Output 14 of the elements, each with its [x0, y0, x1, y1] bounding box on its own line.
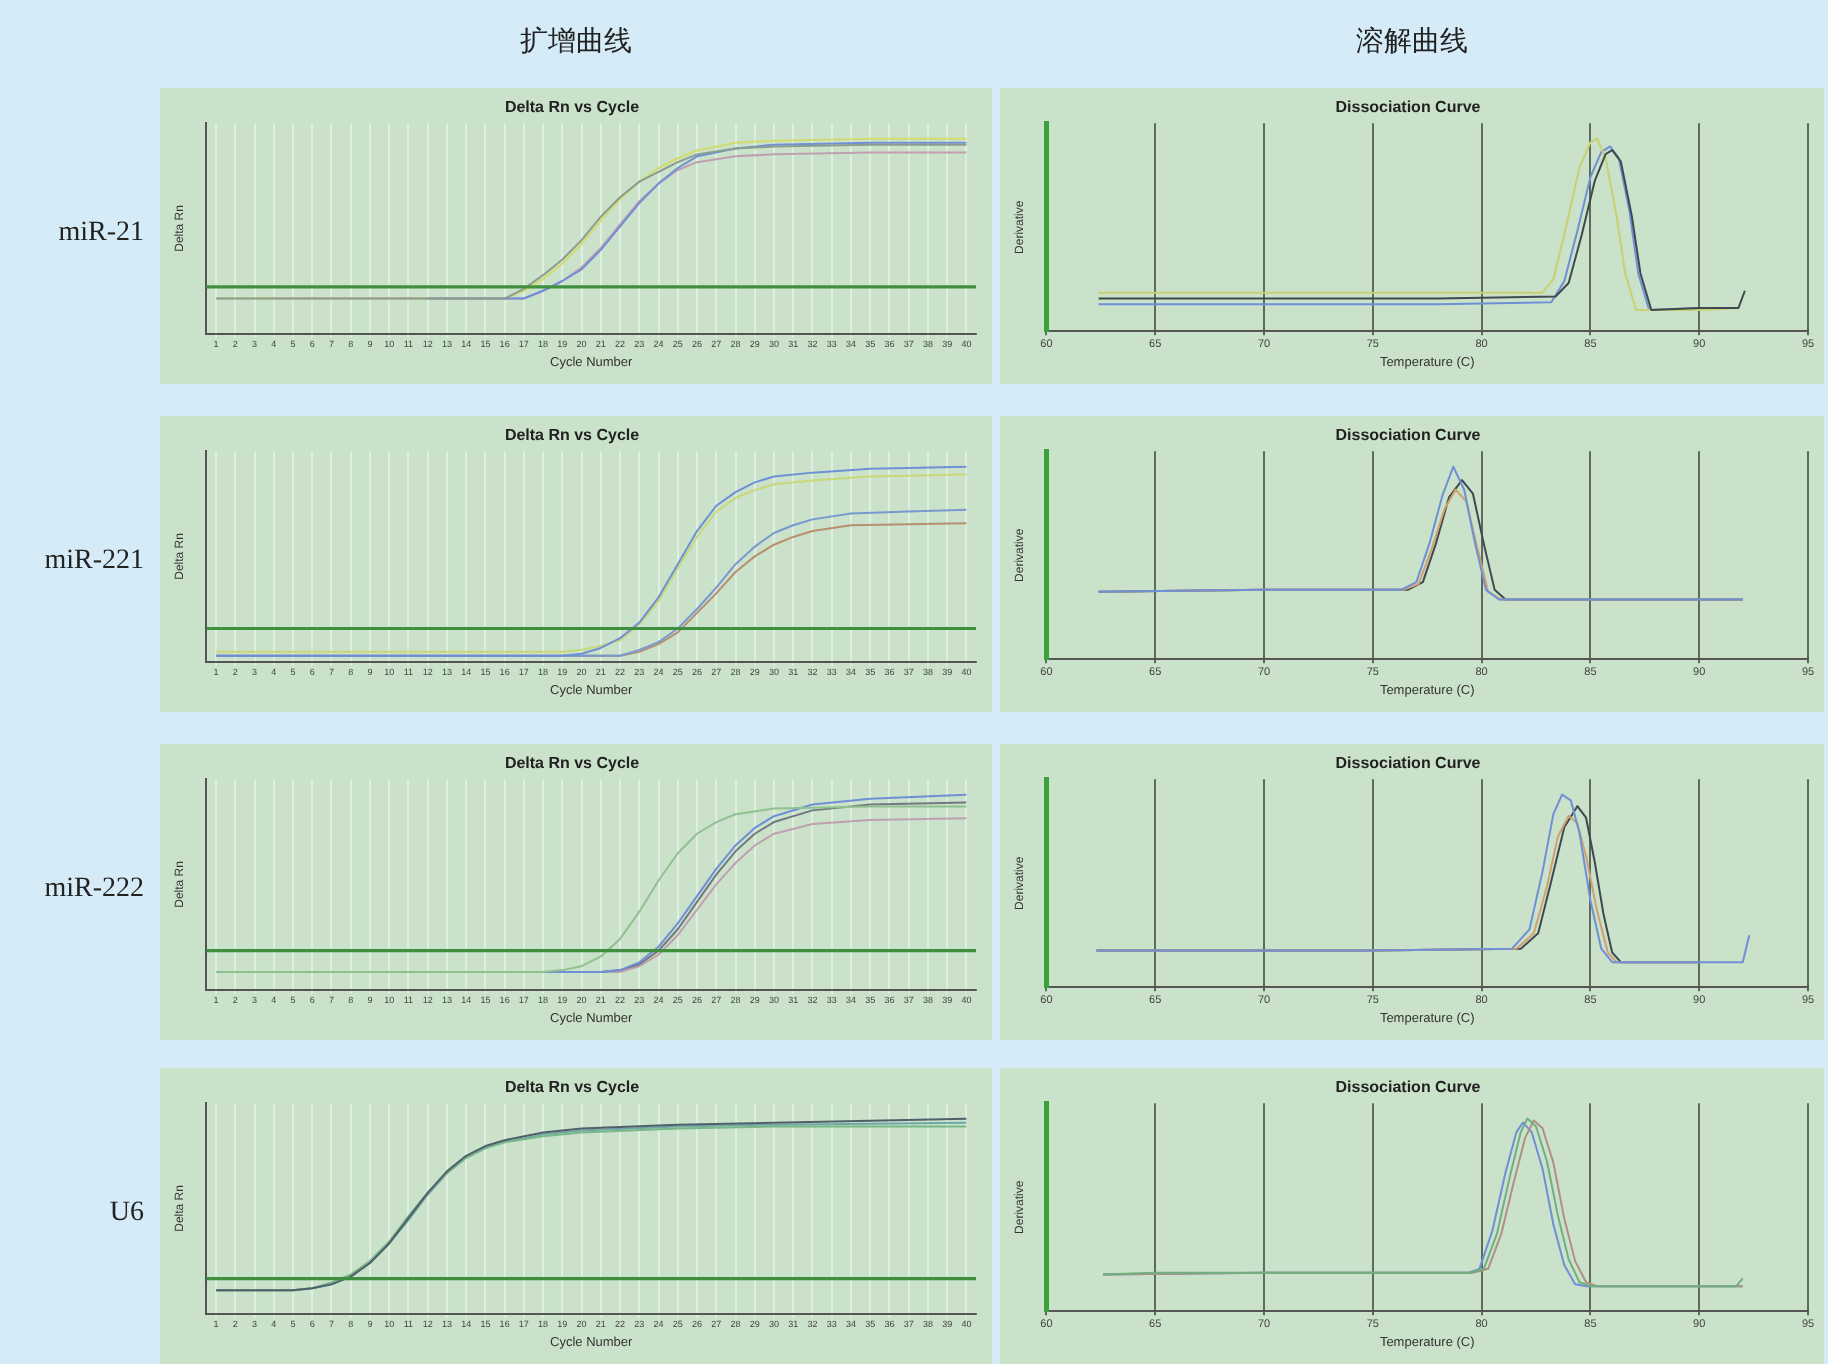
- chart-title: Delta Rn vs Cycle: [504, 1078, 641, 1097]
- category-label: U6: [109, 1198, 144, 1228]
- chart-title: Delta Rn vs Cycle: [504, 98, 641, 117]
- category-label: 溶解曲线: [1354, 24, 1470, 60]
- chart-title: Delta Rn vs Cycle: [504, 426, 641, 445]
- chart-title: Delta Rn vs Cycle: [504, 754, 641, 773]
- category-label: 扩增曲线: [518, 24, 634, 60]
- category-label: miR-222: [44, 874, 144, 904]
- category-label: miR-221: [44, 546, 144, 576]
- chart-title: Dissociation Curve: [1335, 98, 1482, 117]
- chart-title: Dissociation Curve: [1335, 426, 1482, 445]
- chart-title: Dissociation Curve: [1335, 754, 1482, 773]
- category-label: miR-21: [58, 218, 144, 248]
- chart-title: Dissociation Curve: [1335, 1078, 1482, 1097]
